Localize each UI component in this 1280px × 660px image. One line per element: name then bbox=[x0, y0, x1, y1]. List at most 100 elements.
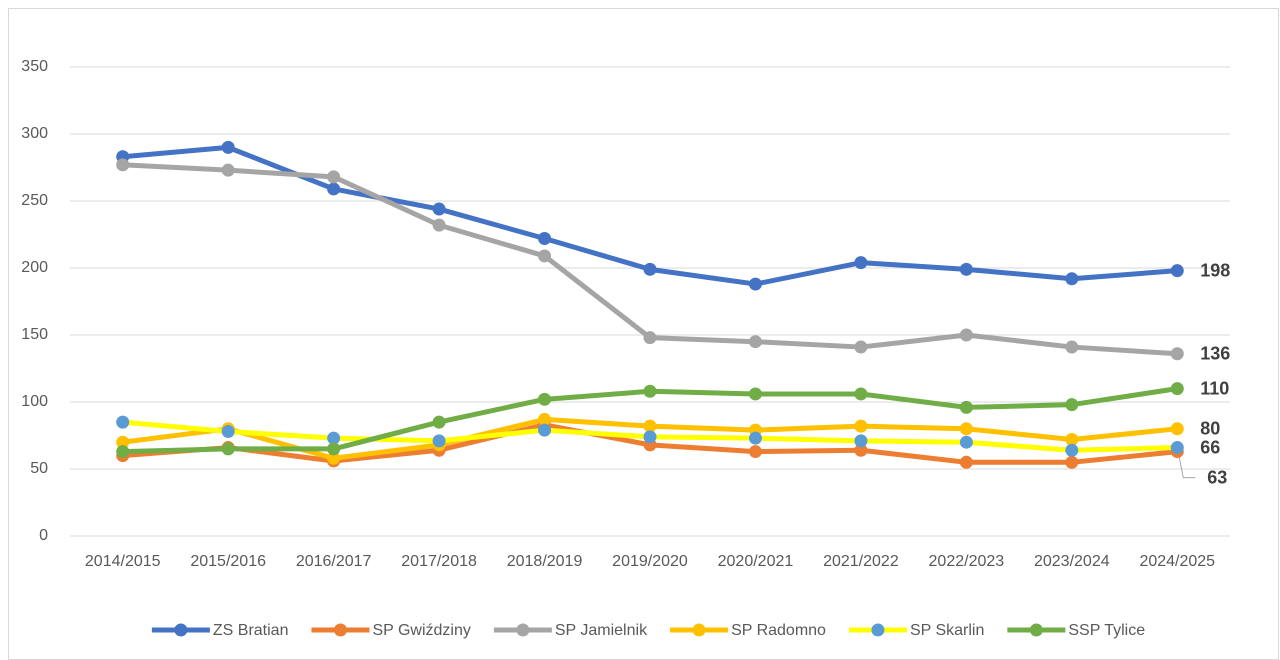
legend-marker bbox=[516, 623, 530, 637]
point bbox=[538, 249, 552, 263]
x-tick-label: 2020/2021 bbox=[718, 553, 794, 570]
point bbox=[432, 434, 446, 448]
legend-marker bbox=[692, 623, 706, 637]
point bbox=[643, 430, 657, 444]
legend-item: SP Gwiździny bbox=[311, 622, 471, 639]
x-tick-label: 2015/2016 bbox=[190, 553, 266, 570]
point bbox=[538, 232, 552, 246]
point bbox=[221, 424, 235, 438]
point bbox=[221, 442, 235, 456]
data-label: 198 bbox=[1200, 260, 1230, 280]
point bbox=[116, 435, 130, 449]
legend-item: SP Jamielnik bbox=[493, 622, 648, 639]
legend-item: SP Radomno bbox=[670, 622, 826, 639]
x-tick-label: 2017/2018 bbox=[401, 553, 477, 570]
point bbox=[854, 419, 868, 433]
point bbox=[1065, 398, 1079, 412]
leader-line bbox=[1178, 457, 1196, 479]
point bbox=[538, 412, 552, 426]
y-tick-label: 100 bbox=[21, 393, 48, 410]
point bbox=[538, 423, 552, 437]
y-tick-label: 50 bbox=[30, 460, 48, 477]
data-label: 110 bbox=[1200, 378, 1229, 398]
y-tick-label: 250 bbox=[21, 192, 48, 209]
legend-marker bbox=[871, 623, 885, 637]
point bbox=[432, 218, 446, 232]
data-label: 63 bbox=[1207, 467, 1227, 487]
point bbox=[1170, 347, 1184, 361]
point bbox=[116, 445, 130, 459]
point bbox=[748, 387, 762, 401]
point bbox=[1065, 455, 1079, 469]
point bbox=[643, 262, 657, 276]
point bbox=[643, 419, 657, 433]
point bbox=[1170, 382, 1184, 396]
point bbox=[1065, 272, 1079, 286]
y-tick-label: 300 bbox=[21, 125, 48, 142]
point bbox=[327, 451, 341, 465]
legend-label: SP Radomno bbox=[731, 622, 826, 639]
point bbox=[1065, 433, 1079, 447]
legend-label: SP Gwiździny bbox=[372, 622, 470, 639]
point bbox=[538, 392, 552, 406]
legend-label: ZS Bratian bbox=[213, 622, 289, 639]
point bbox=[221, 140, 235, 154]
legend-item: SSP Tylice bbox=[1007, 622, 1145, 639]
x-tick-label: 2016/2017 bbox=[296, 553, 372, 570]
point bbox=[432, 202, 446, 216]
point bbox=[959, 435, 973, 449]
x-tick-label: 2019/2020 bbox=[612, 553, 688, 570]
point bbox=[959, 455, 973, 469]
point bbox=[327, 442, 341, 456]
point bbox=[327, 431, 341, 445]
point bbox=[854, 434, 868, 448]
x-tick-label: 2014/2015 bbox=[85, 553, 161, 570]
point bbox=[1065, 443, 1079, 457]
point bbox=[1170, 422, 1184, 436]
legend-marker bbox=[1029, 623, 1043, 637]
point bbox=[959, 262, 973, 276]
data-label: 80 bbox=[1200, 419, 1220, 439]
point bbox=[1065, 340, 1079, 354]
x-tick-label: 2018/2019 bbox=[507, 553, 583, 570]
point bbox=[959, 422, 973, 436]
point bbox=[748, 431, 762, 445]
point bbox=[959, 400, 973, 414]
point bbox=[432, 415, 446, 429]
x-tick-label: 2022/2023 bbox=[929, 553, 1005, 570]
y-tick-label: 0 bbox=[39, 527, 48, 544]
point bbox=[643, 384, 657, 398]
data-label: 66 bbox=[1200, 437, 1220, 457]
point bbox=[748, 445, 762, 459]
data-label: 136 bbox=[1200, 344, 1230, 364]
x-tick-label: 2024/2025 bbox=[1139, 553, 1215, 570]
point bbox=[959, 328, 973, 342]
legend-label: SP Jamielnik bbox=[555, 622, 648, 639]
legend-label: SSP Tylice bbox=[1068, 622, 1145, 639]
legend-marker bbox=[174, 623, 188, 637]
point bbox=[643, 331, 657, 345]
point bbox=[854, 256, 868, 270]
x-tick-label: 2023/2024 bbox=[1034, 553, 1110, 570]
x-tick-label: 2021/2022 bbox=[823, 553, 899, 570]
point bbox=[327, 182, 341, 196]
point bbox=[116, 415, 130, 429]
point bbox=[327, 170, 341, 184]
point bbox=[748, 277, 762, 291]
point bbox=[854, 443, 868, 457]
y-tick-label: 150 bbox=[21, 326, 48, 343]
legend-marker bbox=[333, 623, 347, 637]
point bbox=[854, 387, 868, 401]
point bbox=[748, 335, 762, 349]
y-tick-label: 200 bbox=[21, 259, 48, 276]
y-tick-label: 350 bbox=[21, 58, 48, 75]
point bbox=[221, 163, 235, 177]
point bbox=[116, 158, 130, 172]
point bbox=[1170, 264, 1184, 278]
legend-label: SP Skarlin bbox=[910, 622, 984, 639]
point bbox=[854, 340, 868, 354]
legend-item: SP Skarlin bbox=[848, 622, 984, 639]
legend-item: ZS Bratian bbox=[151, 622, 289, 639]
point bbox=[1170, 441, 1184, 455]
